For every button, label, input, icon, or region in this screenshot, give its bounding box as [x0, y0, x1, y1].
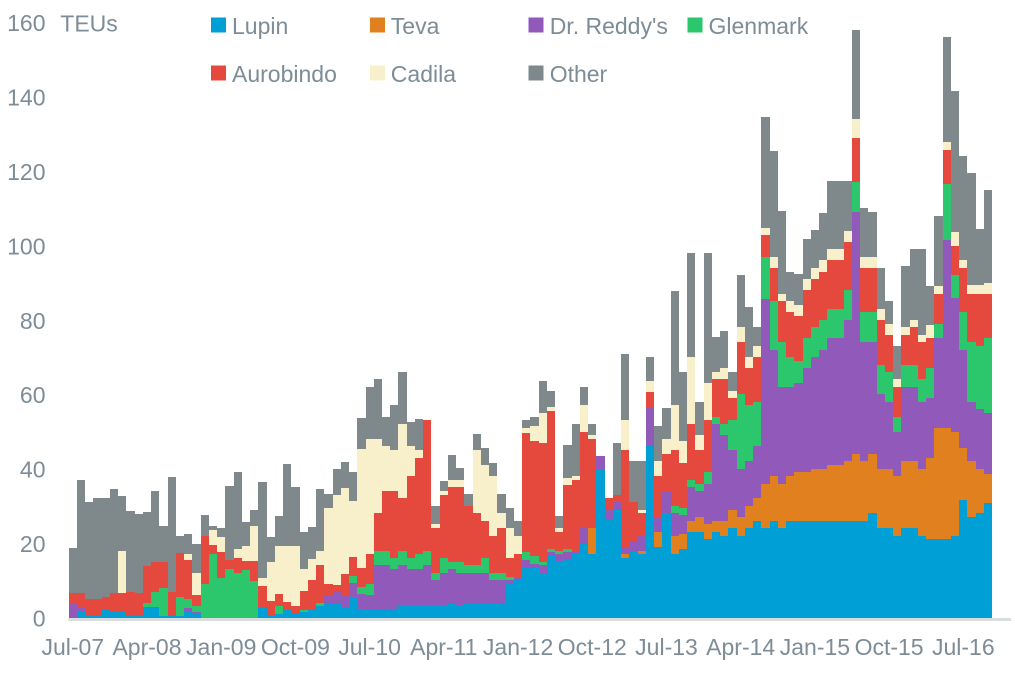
- svg-text:Glenmark: Glenmark: [709, 13, 809, 39]
- svg-text:Jul-13: Jul-13: [635, 634, 698, 660]
- svg-text:Jan-12: Jan-12: [483, 634, 553, 660]
- svg-text:140: 140: [7, 85, 45, 111]
- svg-text:Teva: Teva: [391, 13, 440, 39]
- svg-text:160: 160: [7, 10, 45, 36]
- svg-text:TEUs: TEUs: [60, 10, 118, 36]
- svg-text:Aurobindo: Aurobindo: [232, 61, 337, 87]
- svg-text:80: 80: [20, 308, 46, 334]
- svg-text:Cadila: Cadila: [391, 61, 456, 87]
- svg-text:Apr-11: Apr-11: [410, 634, 477, 660]
- svg-text:Oct-09: Oct-09: [261, 634, 330, 660]
- svg-text:Jul-10: Jul-10: [338, 634, 401, 660]
- svg-text:0: 0: [33, 605, 46, 631]
- svg-text:120: 120: [7, 159, 45, 185]
- svg-text:40: 40: [20, 457, 46, 483]
- svg-text:Apr-08: Apr-08: [112, 634, 181, 660]
- svg-text:Other: Other: [550, 61, 608, 87]
- svg-text:Jul-07: Jul-07: [41, 634, 104, 660]
- svg-text:Lupin: Lupin: [232, 13, 288, 39]
- svg-text:Jul-16: Jul-16: [932, 634, 995, 660]
- svg-text:Apr-14: Apr-14: [706, 634, 775, 660]
- svg-text:100: 100: [7, 233, 45, 259]
- svg-text:Oct-12: Oct-12: [558, 634, 627, 660]
- svg-text:Dr. Reddy's: Dr. Reddy's: [550, 13, 668, 39]
- svg-text:Jan-15: Jan-15: [780, 634, 850, 660]
- svg-text:Oct-15: Oct-15: [855, 634, 924, 660]
- svg-text:60: 60: [20, 382, 46, 408]
- svg-text:20: 20: [20, 531, 46, 557]
- svg-text:Jan-09: Jan-09: [186, 634, 256, 660]
